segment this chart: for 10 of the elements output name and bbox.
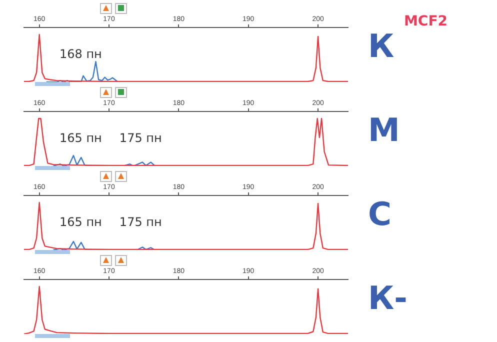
text: MCF2 [404,14,448,30]
annotation: 168 пн [59,46,102,61]
text: К- [368,279,408,318]
annotation: 165 пн [59,214,102,229]
text: К [368,27,394,66]
text: М [368,111,400,150]
text: С [368,195,392,234]
annotation: 175 пн [119,130,162,145]
annotation: 175 пн [119,214,162,229]
annotation: 165 пн [59,130,102,145]
